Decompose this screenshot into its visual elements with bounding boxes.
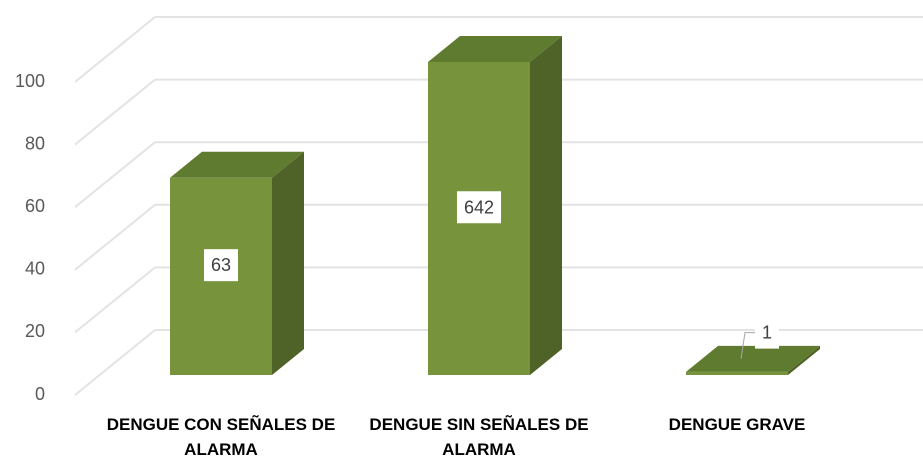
bar-side	[530, 36, 562, 375]
x-tick-label: DENGUE CON SEÑALES DE ALARMA	[106, 415, 336, 459]
data-label-box	[754, 316, 780, 349]
y-tick-label: 40	[25, 259, 45, 279]
y-tick-label: 100	[15, 71, 45, 91]
y-tick-label: 0	[35, 384, 45, 404]
y-tick-label: 60	[25, 196, 45, 216]
data-label: 642	[464, 197, 494, 217]
data-label-box	[456, 191, 502, 224]
grid-line	[74, 78, 156, 146]
x-tick-label: DENGUE SIN SEÑALES DE ALARMA	[369, 415, 589, 459]
data-label: 63	[211, 255, 231, 275]
data-label-box	[203, 249, 239, 282]
grid-line	[74, 204, 156, 271]
bar-top	[686, 345, 820, 372]
y-tick-label: 20	[25, 321, 45, 341]
grid-line	[74, 141, 156, 208]
bar-side	[788, 345, 820, 375]
data-label: 1	[762, 323, 772, 343]
y-tick-label: 80	[25, 133, 45, 153]
grid-line	[74, 329, 156, 396]
bar-side	[272, 151, 304, 375]
bar-top	[428, 36, 562, 62]
x-tick-label: DENGUE GRAVE	[668, 415, 806, 434]
grid-line	[74, 266, 156, 334]
leader-line	[740, 332, 755, 359]
grid-line	[74, 16, 156, 83]
bar-top	[170, 151, 304, 178]
bar	[686, 371, 788, 375]
